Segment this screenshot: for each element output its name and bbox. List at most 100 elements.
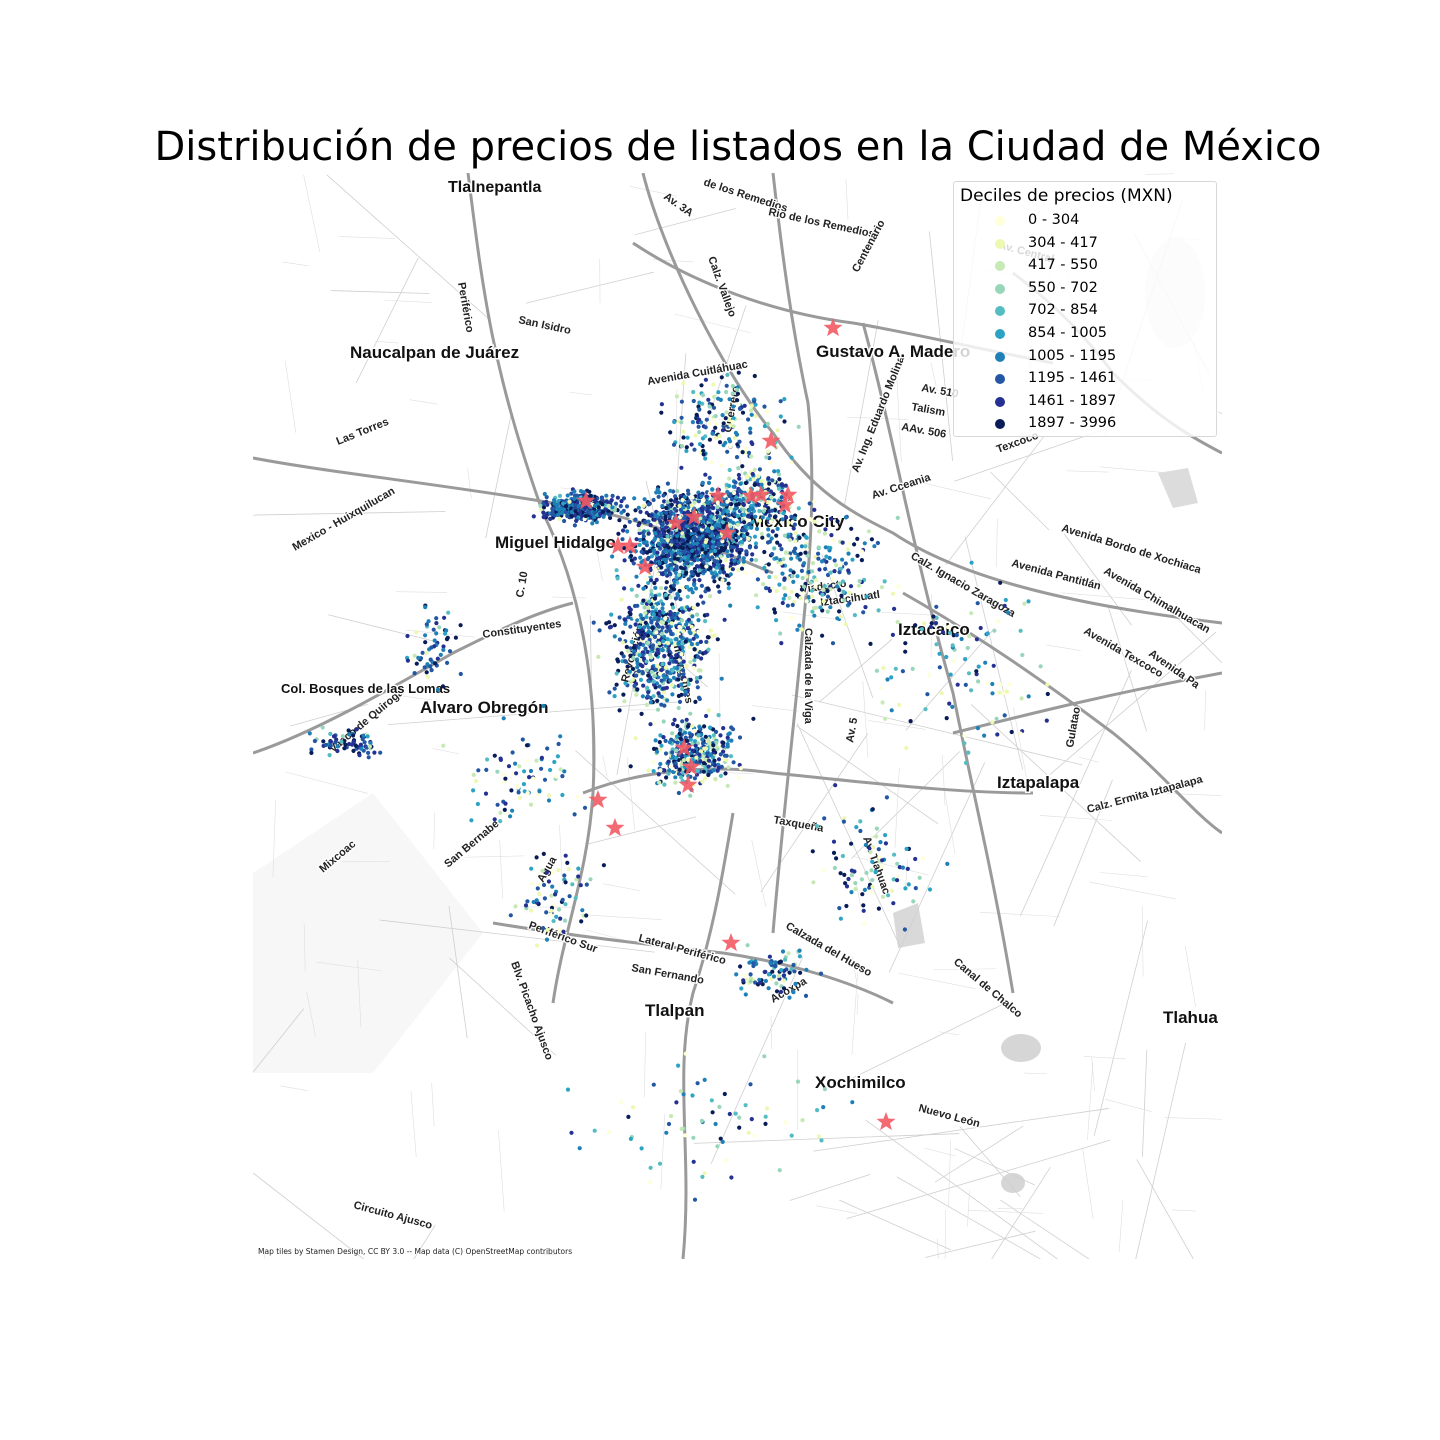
- minor-road: [1145, 173, 1175, 175]
- listing-point: [592, 1128, 597, 1133]
- listing-point: [779, 482, 785, 487]
- listing-point: [741, 527, 746, 532]
- listing-point: [652, 673, 657, 678]
- listing-point: [902, 927, 908, 932]
- listing-point: [831, 537, 836, 542]
- listing-point: [789, 455, 794, 460]
- listing-point: [789, 589, 795, 594]
- listing-point: [868, 850, 873, 855]
- listing-point: [843, 881, 848, 886]
- listing-point: [689, 624, 694, 629]
- minor-road: [954, 1148, 1035, 1186]
- listing-point: [707, 437, 712, 442]
- listing-point: [667, 740, 672, 745]
- minor-road: [789, 1174, 871, 1201]
- listing-point: [458, 623, 463, 628]
- listing-point: [736, 370, 741, 375]
- listing-point: [660, 606, 665, 611]
- listing-point: [752, 534, 758, 539]
- listing-point: [658, 761, 663, 767]
- listing-point: [651, 769, 656, 774]
- listing-point: [706, 772, 711, 778]
- listing-point: [790, 574, 795, 579]
- listing-point: [637, 542, 642, 547]
- star-marker: [681, 757, 701, 776]
- listing-point: [884, 795, 890, 800]
- listing-point: [653, 667, 658, 672]
- listing-point: [649, 655, 654, 660]
- listing-point: [560, 792, 565, 798]
- minor-road: [1087, 1063, 1094, 1141]
- listing-point: [704, 713, 709, 719]
- listing-point: [849, 890, 854, 895]
- listing-point: [743, 524, 748, 529]
- listing-point: [646, 531, 651, 536]
- listing-point: [503, 776, 508, 781]
- listing-point: [429, 668, 434, 673]
- listing-point: [706, 501, 711, 506]
- listing-point: [731, 520, 736, 525]
- listing-point: [893, 666, 898, 671]
- listing-point: [710, 571, 715, 576]
- listing-point: [678, 736, 683, 741]
- listing-point: [805, 553, 810, 558]
- listing-point: [697, 543, 703, 548]
- listing-point: [749, 1117, 754, 1122]
- listing-point: [711, 743, 716, 748]
- listing-point: [810, 588, 815, 593]
- minor-road: [970, 704, 1141, 863]
- listing-point: [710, 431, 715, 436]
- minor-road: [693, 1133, 960, 1144]
- minor-road: [851, 956, 858, 988]
- listing-point: [483, 791, 489, 796]
- listing-point: [676, 705, 681, 711]
- listing-point: [837, 906, 842, 911]
- listing-point: [732, 490, 737, 496]
- listing-point: [692, 578, 697, 583]
- listing-point: [546, 793, 551, 798]
- listing-point: [913, 623, 918, 628]
- listing-point: [510, 771, 515, 776]
- listing-point: [343, 742, 348, 747]
- listing-point: [634, 593, 639, 598]
- listing-point: [810, 569, 815, 574]
- listing-point: [837, 587, 842, 593]
- listing-point: [719, 463, 724, 468]
- listing-point: [745, 474, 750, 479]
- listing-point: [641, 598, 646, 603]
- listing-point: [617, 708, 622, 713]
- listing-point: [883, 841, 889, 846]
- listing-point: [443, 631, 448, 636]
- legend-label: 854 - 1005: [1028, 325, 1108, 341]
- minor-road: [751, 839, 767, 907]
- listing-point: [951, 659, 957, 664]
- listing-point: [616, 531, 621, 536]
- listing-point: [779, 561, 784, 566]
- listing-point: [558, 734, 563, 739]
- minor-road: [303, 923, 306, 972]
- listing-point: [700, 393, 706, 398]
- listing-point: [697, 400, 702, 405]
- listing-point: [766, 562, 771, 567]
- listing-point: [632, 556, 637, 561]
- listing-point: [705, 509, 710, 514]
- listing-point: [760, 535, 765, 540]
- listing-point: [689, 642, 694, 647]
- listing-point: [692, 447, 697, 452]
- listing-point: [646, 519, 651, 524]
- listing-point: [680, 546, 685, 551]
- listing-point: [749, 412, 754, 417]
- listing-point: [670, 692, 675, 697]
- listing-point: [635, 665, 640, 670]
- listing-point: [617, 637, 622, 642]
- listing-point: [716, 543, 721, 548]
- listing-point: [534, 855, 539, 860]
- listing-point: [640, 531, 646, 536]
- listing-point: [738, 964, 743, 969]
- listing-point: [584, 882, 589, 887]
- listing-point: [557, 493, 563, 498]
- highway: [952, 671, 1222, 735]
- listing-point: [671, 722, 676, 727]
- listing-point: [843, 515, 849, 520]
- listing-point: [628, 607, 633, 612]
